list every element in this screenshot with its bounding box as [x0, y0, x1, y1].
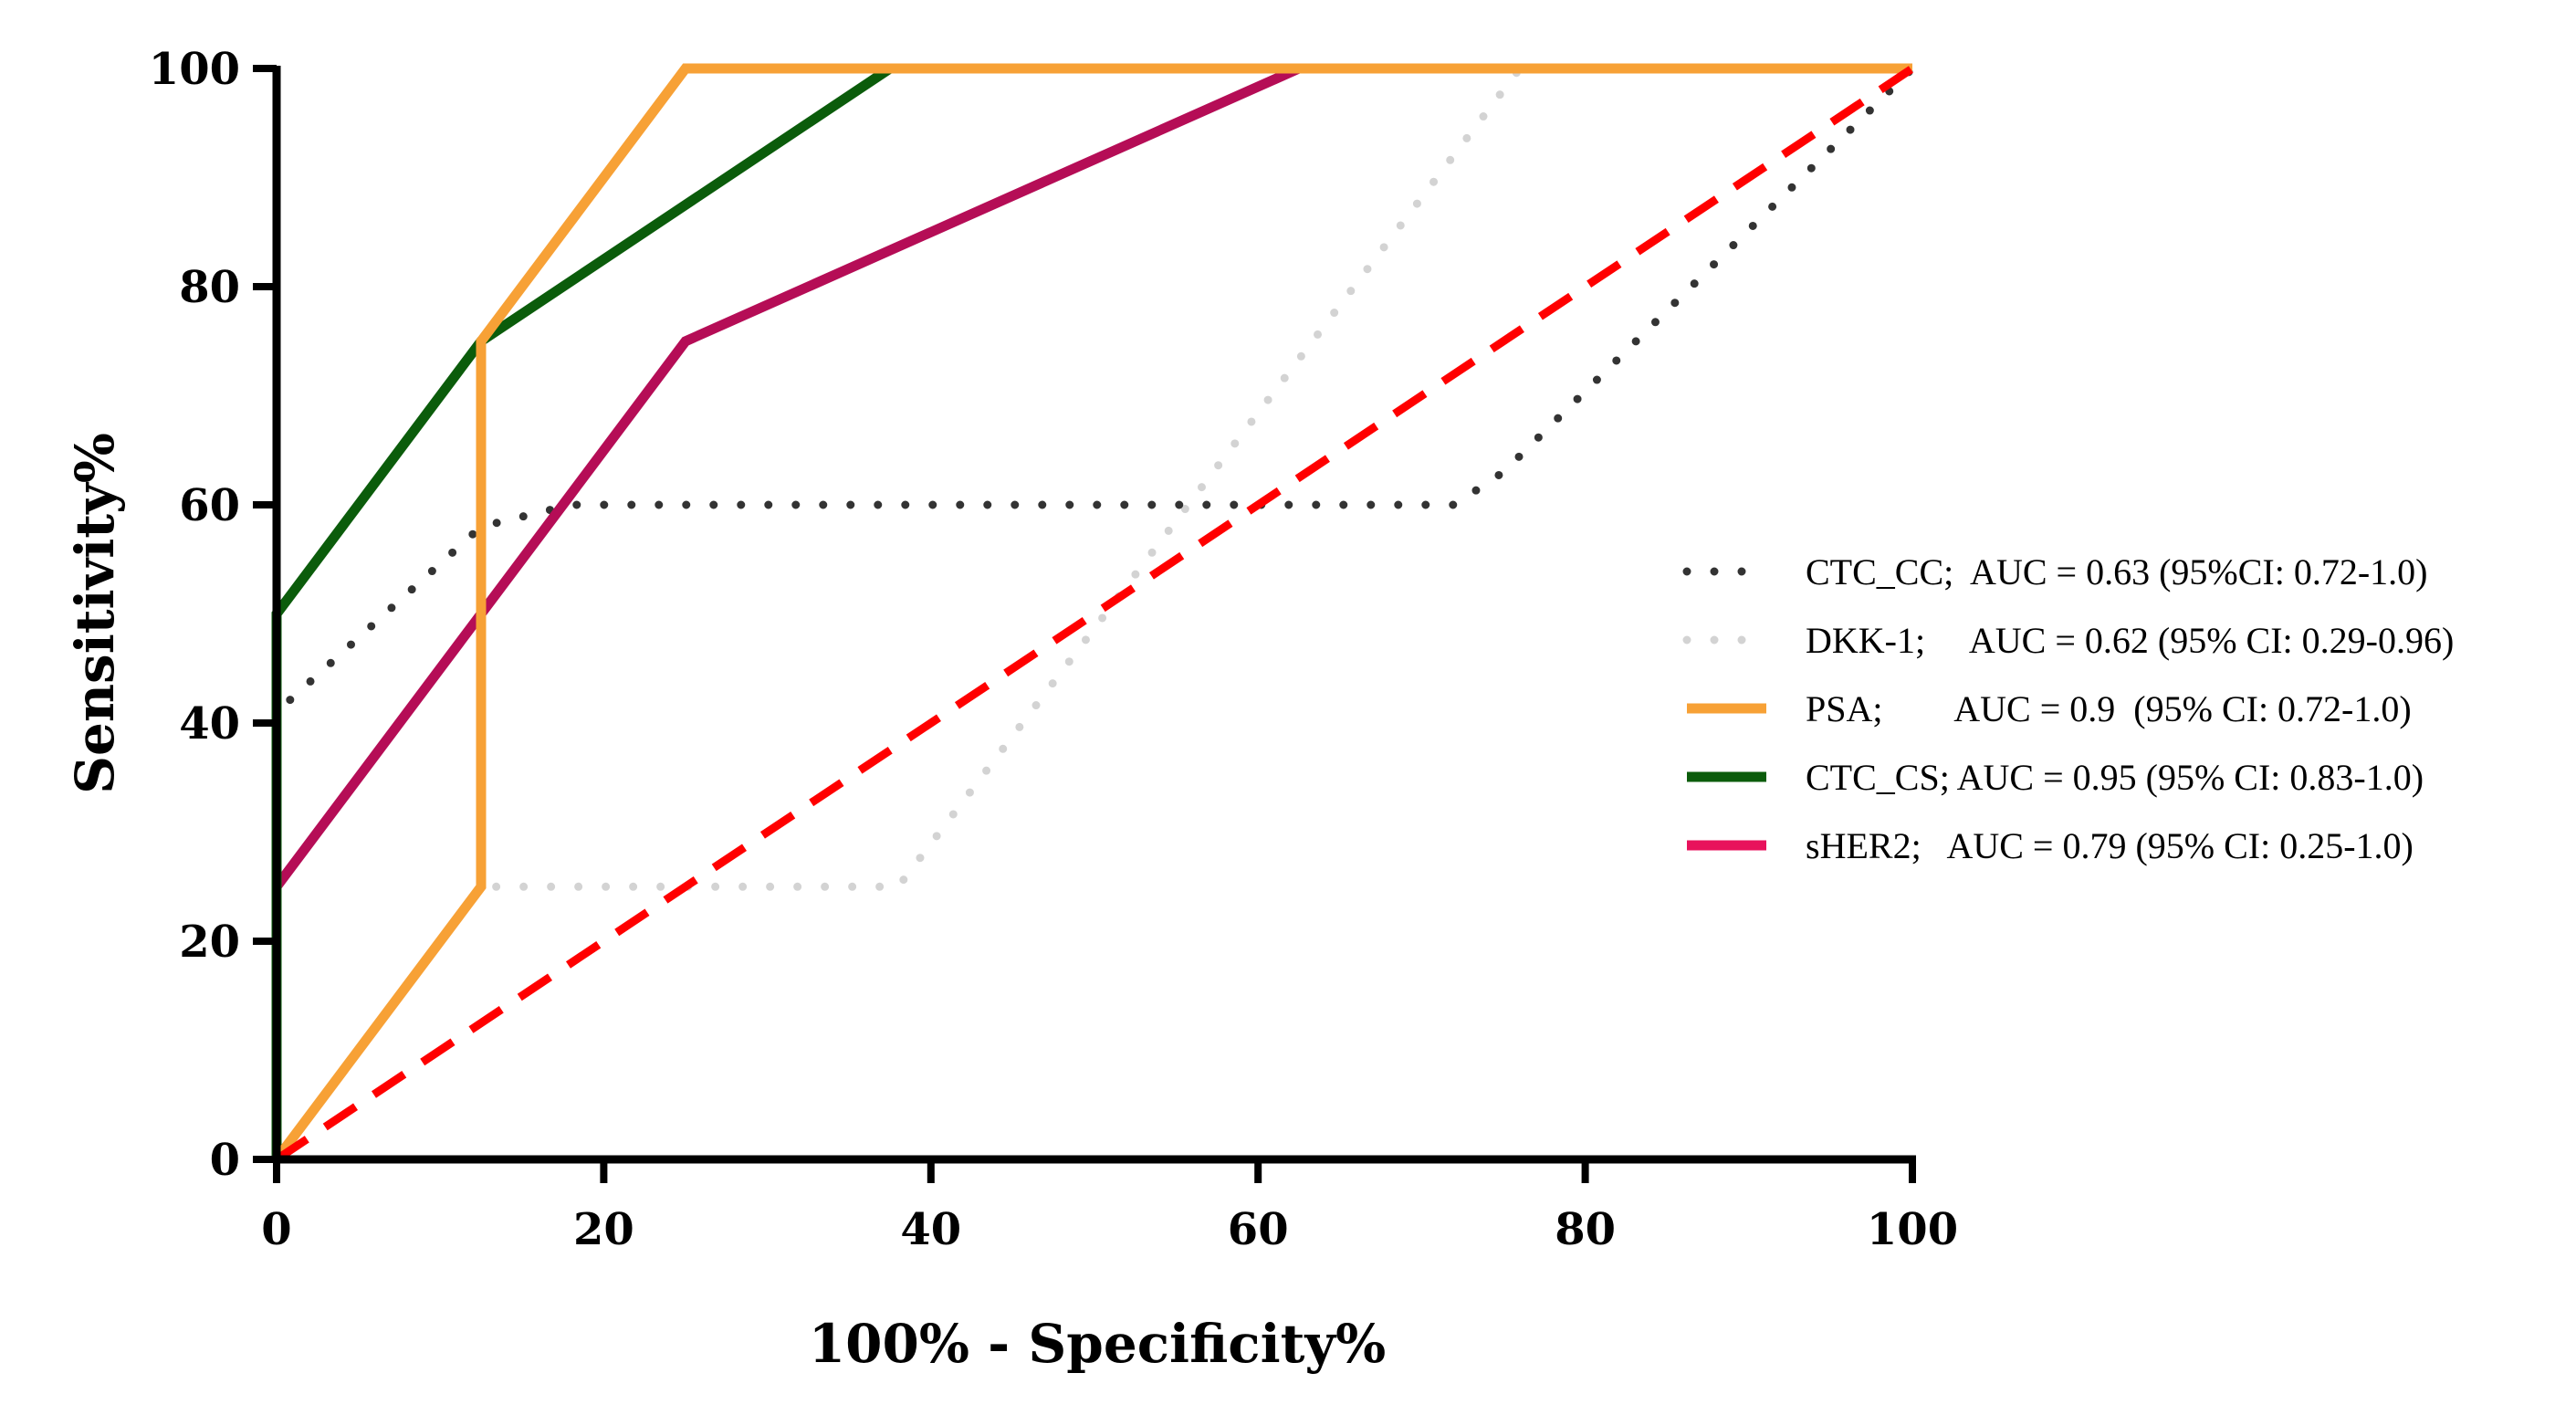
y-tick-label-3: 60 — [179, 480, 240, 531]
y-tick-label-0: 0 — [210, 1135, 240, 1186]
legend-label-3: CTC_CS; AUC = 0.95 (95% CI: 0.83-1.0) — [1806, 757, 2424, 798]
x-tick-label-5: 100 — [1867, 1204, 1958, 1255]
x-tick-label-2: 40 — [900, 1204, 961, 1255]
x-tick-label-3: 60 — [1228, 1204, 1289, 1255]
series-line-2 — [272, 63, 1912, 1163]
y-tick-label-5: 100 — [149, 44, 240, 95]
axes — [272, 66, 1916, 1164]
legend-label-4: sHER2; AUC = 0.79 (95% CI: 0.25-1.0) — [1806, 825, 2414, 866]
y-tick-label-4: 80 — [179, 262, 240, 313]
y-tick-label-1: 20 — [179, 917, 240, 968]
series-line-5 — [274, 65, 1915, 1163]
tick-labels: 0 20 40 60 80 100 0 20 40 60 80 100 — [149, 44, 1958, 1255]
y-axis-title: Sensitivity% — [64, 433, 126, 794]
legend: CTC_CC; AUC = 0.63 (95%CI: 0.72-1.0) DKK-… — [1682, 551, 2454, 866]
x-tick-label-0: 0 — [261, 1204, 291, 1255]
x-axis-title: 100% - Specificity% — [809, 1313, 1386, 1375]
legend-label-0: CTC_CC; AUC = 0.63 (95%CI: 0.72-1.0) — [1806, 551, 2427, 592]
y-tick-label-2: 40 — [179, 698, 240, 749]
legend-label-2: PSA; AUC = 0.9 (95% CI: 0.72-1.0) — [1806, 688, 2412, 729]
legend-label-1: DKK-1; AUC = 0.62 (95% CI: 0.29-0.96) — [1806, 620, 2454, 661]
series-layer — [271, 63, 1917, 1164]
x-tick-label-1: 20 — [573, 1204, 634, 1255]
x-tick-label-4: 80 — [1555, 1204, 1616, 1255]
